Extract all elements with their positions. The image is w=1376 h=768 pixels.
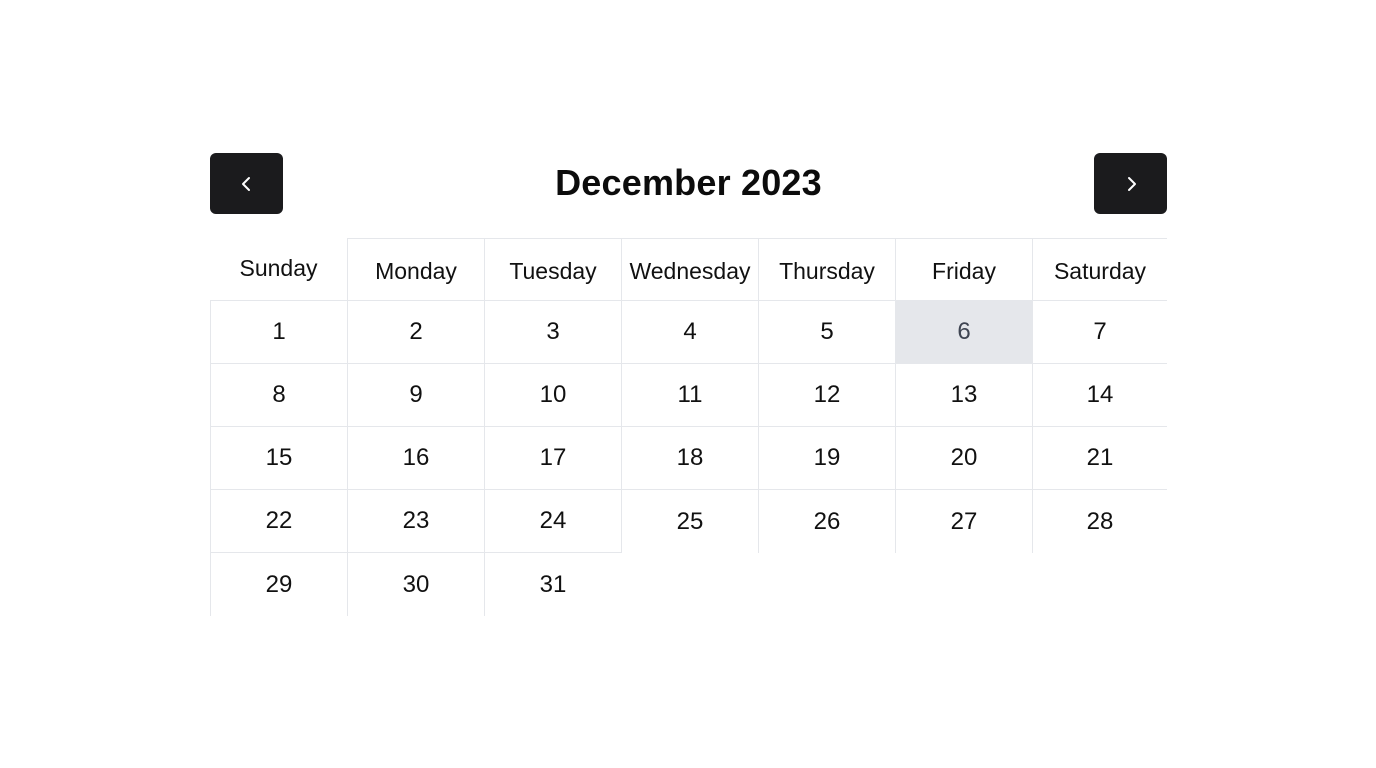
day-cell[interactable]: 5 — [758, 301, 895, 364]
calendar-grid: Sunday Monday Tuesday Wednesday Thursday… — [210, 238, 1167, 616]
empty-cell — [621, 553, 758, 616]
day-cell[interactable]: 12 — [758, 364, 895, 427]
day-cell[interactable]: 8 — [210, 364, 347, 427]
day-cell[interactable]: 23 — [347, 490, 484, 553]
previous-month-button[interactable] — [210, 153, 283, 214]
day-cell[interactable]: 29 — [210, 553, 347, 616]
chevron-left-icon — [239, 176, 255, 192]
day-cell[interactable]: 30 — [347, 553, 484, 616]
day-cell[interactable]: 7 — [1032, 301, 1167, 364]
day-cell[interactable]: 13 — [895, 364, 1032, 427]
day-cell[interactable]: 17 — [484, 427, 621, 490]
weekday-header: Wednesday — [621, 238, 758, 301]
day-cell-highlighted[interactable]: 6 — [895, 301, 1032, 364]
day-cell[interactable]: 31 — [484, 553, 621, 616]
weekday-header: Friday — [895, 238, 1032, 301]
day-cell[interactable]: 4 — [621, 301, 758, 364]
calendar-header: December 2023 — [210, 153, 1167, 214]
next-month-button[interactable] — [1094, 153, 1167, 214]
empty-cell — [758, 553, 895, 616]
empty-cell — [1032, 553, 1167, 616]
chevron-right-icon — [1123, 176, 1139, 192]
month-title: December 2023 — [555, 162, 822, 203]
day-cell[interactable]: 1 — [210, 301, 347, 364]
week-row: 29 30 31 — [210, 553, 1167, 616]
empty-cell — [895, 553, 1032, 616]
weekday-header: Saturday — [1032, 238, 1167, 301]
day-cell[interactable]: 15 — [210, 427, 347, 490]
day-cell[interactable]: 26 — [758, 490, 895, 553]
day-cell[interactable]: 2 — [347, 301, 484, 364]
day-cell[interactable]: 18 — [621, 427, 758, 490]
day-cell[interactable]: 22 — [210, 490, 347, 553]
weekday-header: Tuesday — [484, 238, 621, 301]
weekday-header-row: Sunday Monday Tuesday Wednesday Thursday… — [210, 238, 1167, 301]
week-row: 22 23 24 25 26 27 28 — [210, 490, 1167, 553]
day-cell[interactable]: 21 — [1032, 427, 1167, 490]
weekday-header: Sunday — [210, 238, 347, 301]
day-cell[interactable]: 16 — [347, 427, 484, 490]
day-cell[interactable]: 27 — [895, 490, 1032, 553]
week-row: 8 9 10 11 12 13 14 — [210, 364, 1167, 427]
weekday-header: Thursday — [758, 238, 895, 301]
week-row: 15 16 17 18 19 20 21 — [210, 427, 1167, 490]
day-cell[interactable]: 11 — [621, 364, 758, 427]
day-cell[interactable]: 28 — [1032, 490, 1167, 553]
day-cell[interactable]: 9 — [347, 364, 484, 427]
day-cell[interactable]: 20 — [895, 427, 1032, 490]
day-cell[interactable]: 14 — [1032, 364, 1167, 427]
day-cell[interactable]: 25 — [621, 490, 758, 553]
day-cell[interactable]: 10 — [484, 364, 621, 427]
day-cell[interactable]: 3 — [484, 301, 621, 364]
weekday-header: Monday — [347, 238, 484, 301]
week-row: 1 2 3 4 5 6 7 — [210, 301, 1167, 364]
day-cell[interactable]: 24 — [484, 490, 621, 553]
calendar: December 2023 Sunday Monday Tuesday Wedn… — [210, 153, 1167, 616]
day-cell[interactable]: 19 — [758, 427, 895, 490]
